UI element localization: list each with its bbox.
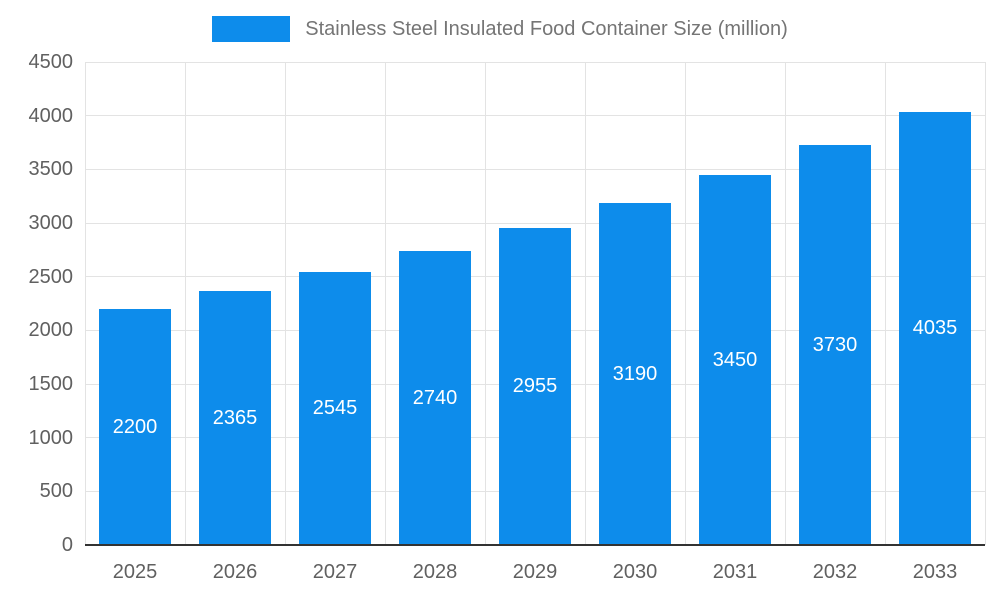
y-tick-label: 2000 [28,319,74,342]
plot-area: 0 500 1000 1500 2000 2500 3000 3500 4000 4500 2200… [29,51,986,583]
vertical-gridline [184,62,186,545]
y-gridline [85,222,985,224]
x-tick-label: 2025 [112,561,158,583]
chart-legend: Stainless Steel Insulated Food Container… [0,16,1000,42]
x-tick-label: 2029 [512,561,558,583]
bar-2032 [799,144,871,545]
vertical-gridline [384,62,386,545]
bar-2026 [199,291,271,545]
x-axis-line [85,544,985,546]
y-tick-label: 3000 [28,212,74,234]
y-tick-label: 4500 [28,51,74,73]
bar-2030 [599,202,671,545]
bar-2031 [699,174,771,545]
vertical-gridline [484,62,486,545]
bar-value-label: 2200 [112,415,158,438]
y-tick-label: 3500 [28,158,74,181]
bar-value-label: 3450 [712,348,758,371]
bar-value-label: 2365 [212,407,258,430]
bar-value-label: 3190 [612,362,658,385]
x-tick-label: 2031 [712,561,758,583]
y-tick-label: 2500 [28,265,74,288]
bar-value-label: 3730 [812,333,858,356]
bar-2033 [899,111,971,545]
y-tick-label: 1000 [28,426,74,449]
x-tick-label: 2033 [912,561,958,583]
y-tick-label: 1500 [28,373,74,395]
y-gridline [85,168,985,170]
y-tick-label: 500 [39,480,73,503]
chart-title: Stainless Steel Insulated Food Container… [305,17,788,40]
bar-value-label: 4035 [912,317,958,340]
bar-value-label: 2545 [312,397,358,420]
bar-2027 [299,271,371,545]
x-tick-label: 2028 [412,561,458,583]
y-tick-label: 0 [61,534,73,556]
x-tick-label: 2032 [812,561,858,583]
bar-value-label: 2955 [512,375,558,398]
x-tick-label: 2030 [612,561,658,583]
vertical-gridline [584,62,586,545]
vertical-gridline [284,62,286,545]
vertical-gridline [684,62,686,545]
y-gridline [85,61,985,63]
vertical-gridline [984,62,986,545]
bar-2025 [99,308,171,545]
y-gridline [85,115,985,117]
vertical-gridline [884,62,886,545]
bar-2028 [399,250,471,545]
bar-value-label: 2740 [412,386,458,409]
vertical-gridline [84,62,86,545]
vertical-gridline [784,62,786,545]
x-tick-label: 2027 [312,561,358,583]
x-tick-label: 2026 [212,561,258,583]
bar-2029 [499,227,571,545]
y-tick-label: 4000 [28,104,74,127]
legend-swatch [212,16,291,42]
